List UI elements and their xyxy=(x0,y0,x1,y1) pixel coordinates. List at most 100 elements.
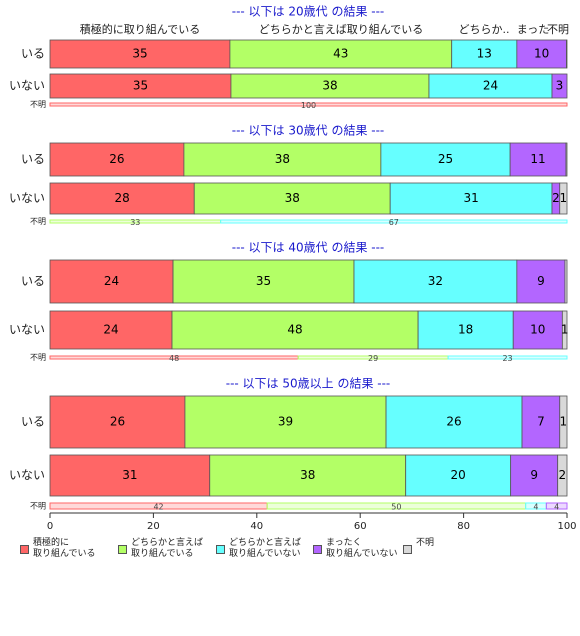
value-label: 23 xyxy=(502,354,512,363)
bar-segment xyxy=(353,259,518,304)
category-label: いる xyxy=(21,152,45,166)
panel-title: --- 以下は 50歳以上 の結果 --- xyxy=(226,377,391,391)
value-label: 42 xyxy=(153,503,163,512)
value-label: 43 xyxy=(333,47,348,61)
bar-segment xyxy=(417,310,514,350)
value-label: 1 xyxy=(560,191,568,205)
bar-segment xyxy=(49,310,173,350)
bar-segment xyxy=(49,102,568,107)
bar-segment xyxy=(557,454,568,497)
legend-label: どちらかと言えば 取り組んでいる xyxy=(131,538,204,559)
panel-title: --- 以下は 40歳代 の結果 --- xyxy=(232,241,385,255)
bar-segment xyxy=(209,454,407,497)
column-label: 不明 xyxy=(547,23,569,36)
legend-label: まったく 取り組んでいない xyxy=(326,538,398,559)
bar-segment xyxy=(545,502,568,510)
value-label: 2 xyxy=(552,191,560,205)
bar-segment xyxy=(49,39,231,69)
value-label: 4 xyxy=(533,503,538,512)
bar-segment xyxy=(521,395,561,449)
value-label: 20 xyxy=(451,468,466,482)
bar-segment xyxy=(389,182,553,215)
value-label: 7 xyxy=(537,415,545,429)
bar-segment xyxy=(183,142,382,177)
value-label: 1 xyxy=(560,415,568,429)
value-label: 2 xyxy=(559,468,567,482)
value-label: 35 xyxy=(256,274,271,288)
value-label: 26 xyxy=(446,415,461,429)
panel-title: --- 以下は 20歳代 の結果 --- xyxy=(232,5,385,19)
bar-segment xyxy=(447,355,568,360)
x-tick-label: 0 xyxy=(47,521,53,532)
value-label: 32 xyxy=(428,274,443,288)
value-label: 35 xyxy=(132,47,147,61)
column-label: 積極的に取り組んでいる xyxy=(80,22,200,36)
legend-swatch xyxy=(313,545,322,554)
legend-label: どちらかと言えば 取り組んでいない xyxy=(229,538,302,559)
value-label: 50 xyxy=(391,503,401,512)
value-label: 1 xyxy=(561,323,569,337)
category-label: 不明 xyxy=(30,502,46,511)
value-label: 25 xyxy=(438,152,453,166)
value-label: 9 xyxy=(530,468,538,482)
category-label: いない xyxy=(9,468,45,482)
x-tick-label: 100 xyxy=(557,521,576,532)
value-label: 39 xyxy=(278,415,293,429)
bar-segment xyxy=(559,182,568,215)
bar-segment xyxy=(230,73,430,99)
legend-swatch xyxy=(20,545,29,554)
value-label: 3 xyxy=(556,79,564,93)
value-label: 24 xyxy=(103,323,118,337)
value-label: 26 xyxy=(110,415,125,429)
value-label: 35 xyxy=(133,79,148,93)
bar-segment xyxy=(49,395,186,449)
x-tick-label: 20 xyxy=(147,521,160,532)
bar-segment xyxy=(49,142,185,177)
bar-segment xyxy=(564,259,568,304)
value-label: 10 xyxy=(530,323,545,337)
bar-segment xyxy=(220,219,568,224)
value-label: 13 xyxy=(477,47,492,61)
bar-segment xyxy=(565,142,568,177)
legend-swatch xyxy=(216,545,225,554)
category-label: いる xyxy=(21,47,45,61)
value-label: 10 xyxy=(534,47,549,61)
value-label: 31 xyxy=(463,191,478,205)
bar-segment xyxy=(559,395,568,449)
category-label: 不明 xyxy=(30,353,46,362)
bar-segment xyxy=(428,73,553,99)
value-label: 24 xyxy=(483,79,498,93)
legend-label: 不明 xyxy=(416,538,435,548)
x-tick-label: 40 xyxy=(250,521,263,532)
value-label: 33 xyxy=(130,218,140,227)
category-label: 不明 xyxy=(30,217,46,226)
bar-segment xyxy=(184,395,387,449)
category-label: 不明 xyxy=(30,100,46,109)
bar-segment xyxy=(380,142,511,177)
value-label: 11 xyxy=(530,152,545,166)
bar-segment xyxy=(551,73,568,99)
bar-segment xyxy=(566,39,568,69)
bar-segment xyxy=(451,39,518,69)
value-label: 26 xyxy=(109,152,124,166)
bar-segment xyxy=(509,142,567,177)
value-label: 38 xyxy=(275,152,290,166)
bar-segment xyxy=(512,310,563,350)
bar-segment xyxy=(49,73,232,99)
value-label: 38 xyxy=(285,191,300,205)
category-label: いない xyxy=(9,79,45,93)
value-label: 28 xyxy=(114,191,129,205)
bar-segment xyxy=(516,259,566,304)
bar-segment xyxy=(405,454,512,497)
column-label: どちらかと言えば取り組んでいる xyxy=(259,23,423,36)
bar-segment xyxy=(49,454,211,497)
bar-segment xyxy=(385,395,523,449)
column-label: どちらか.. xyxy=(459,23,510,36)
category-label: いない xyxy=(9,323,45,337)
category-label: いる xyxy=(21,274,45,288)
value-label: 4 xyxy=(554,503,559,512)
bar-segment xyxy=(229,39,453,69)
bar-segment xyxy=(49,259,174,304)
bar-segment xyxy=(561,310,568,350)
bar-segment xyxy=(172,259,355,304)
